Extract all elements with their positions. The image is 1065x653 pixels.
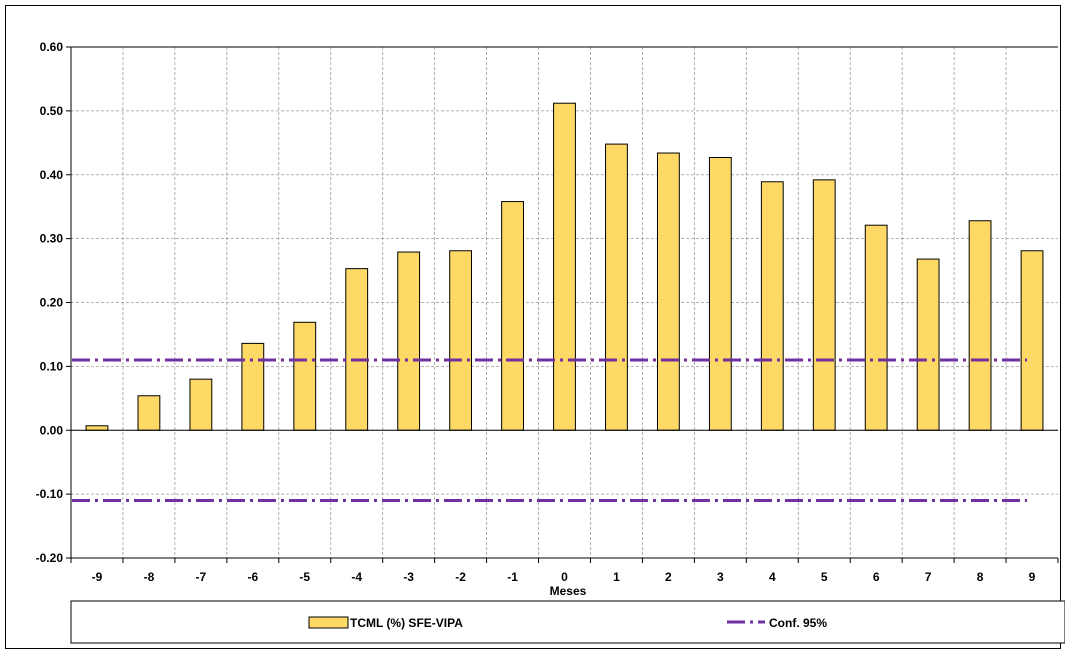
bar [864, 224, 888, 431]
legend-box [70, 600, 1065, 644]
x-tick-label: 4 [769, 570, 776, 584]
x-tick-label: -6 [247, 570, 258, 584]
bar [968, 220, 992, 431]
y-tick-label: -0.20 [36, 551, 64, 565]
bar [656, 152, 680, 431]
bar [189, 378, 213, 431]
bar [397, 251, 421, 431]
bar [812, 179, 836, 431]
x-tick-labels: -9 -8 -7 -6 -5 -4 -3 -2 -1 0 1 2 3 4 5 6 7 8 9 [92, 570, 1036, 584]
legend: TCML (%) SFE-VIPA Conf. 95% [70, 600, 1065, 644]
x-tick-label: -7 [196, 570, 207, 584]
x-axis-title: Meses [550, 584, 587, 598]
x-tick-label: 0 [561, 570, 568, 584]
legend-bar-swatch [308, 616, 349, 629]
bar [85, 425, 109, 431]
y-tick-label: 0.40 [40, 168, 64, 182]
x-tick-label: -4 [351, 570, 362, 584]
x-tick-label: 7 [925, 570, 932, 584]
bar [708, 157, 732, 431]
bar [137, 395, 161, 431]
y-tick-label: -0.10 [36, 487, 64, 501]
bar [760, 181, 784, 431]
confidence-lines [71, 358, 1028, 503]
x-tick-label: -8 [144, 570, 155, 584]
y-tick-labels: -0.20 -0.10 0.00 0.10 0.20 0.30 0.40 0.50 0.60 [36, 40, 64, 565]
x-tick-label: -3 [403, 570, 414, 584]
bar [241, 342, 265, 431]
bar [449, 250, 473, 431]
x-tick-label: -2 [455, 570, 466, 584]
bar [345, 268, 369, 431]
x-tick-label: 3 [717, 570, 724, 584]
bar [293, 321, 317, 431]
legend-line-label: Conf. 95% [769, 616, 827, 630]
x-tick-label: 9 [1029, 570, 1036, 584]
axes [66, 46, 1059, 563]
x-tick-label: 5 [821, 570, 828, 584]
legend-bar-label: TCML (%) SFE-VIPA [350, 616, 463, 630]
x-tick-label: -5 [299, 570, 310, 584]
y-tick-label: 0.30 [40, 232, 64, 246]
y-tick-label: 0.50 [40, 104, 64, 118]
x-tick-label: 2 [665, 570, 672, 584]
bar [916, 258, 940, 431]
bar [501, 201, 524, 431]
y-tick-label: 0.00 [40, 423, 64, 437]
y-tick-label: 0.60 [40, 40, 64, 54]
y-tick-label: 0.20 [40, 296, 64, 310]
y-tick-label: 0.10 [40, 359, 64, 373]
x-tick-label: -1 [507, 570, 518, 584]
x-tick-label: -9 [92, 570, 103, 584]
x-tick-label: 8 [977, 570, 984, 584]
x-tick-label: 1 [613, 570, 620, 584]
x-tick-label: 6 [873, 570, 880, 584]
bars-group [85, 102, 1044, 431]
bar [553, 102, 576, 431]
bar [1020, 250, 1044, 431]
bar [605, 143, 628, 431]
